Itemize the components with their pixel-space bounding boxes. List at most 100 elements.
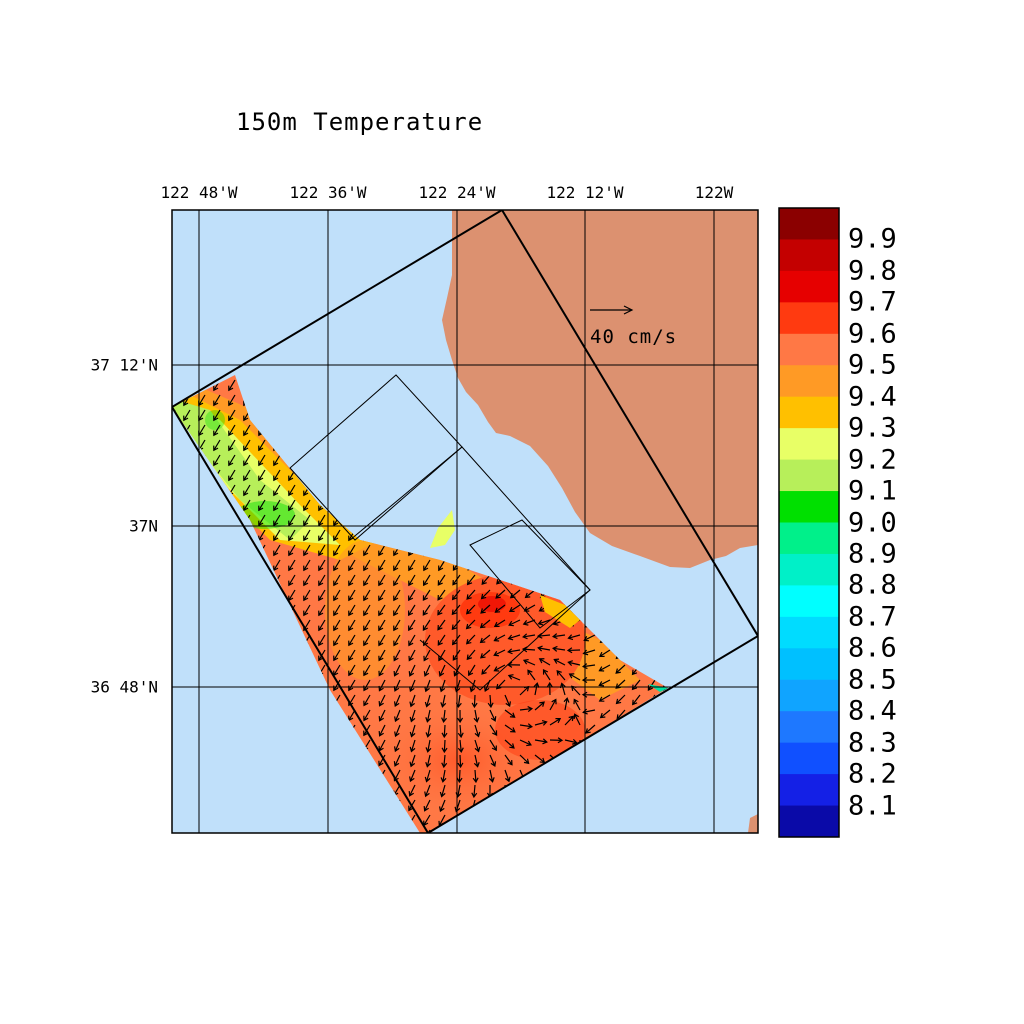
velocity-arrow xyxy=(524,589,536,599)
velocity-arrow xyxy=(409,694,416,708)
velocity-arrow xyxy=(534,701,545,711)
velocity-arrow xyxy=(559,682,566,696)
velocity-arrow xyxy=(213,454,221,467)
map-border xyxy=(171,209,759,834)
velocity-arrow xyxy=(348,544,356,557)
velocity-arrow xyxy=(303,544,311,557)
velocity-arrow xyxy=(243,454,251,467)
velocity-arrow xyxy=(333,604,341,617)
velocity-arrow xyxy=(480,649,491,659)
velocity-arrow xyxy=(615,694,626,705)
velocity-arrow xyxy=(363,559,371,572)
velocity-arrow xyxy=(480,604,491,614)
velocity-arrow xyxy=(440,769,447,783)
velocity-arrow xyxy=(273,559,281,572)
velocity-arrow xyxy=(288,559,296,572)
lat-tick-label: 37N xyxy=(129,516,158,536)
velocity-arrow xyxy=(408,784,416,797)
colorbar-label: 9.0 xyxy=(848,507,897,538)
velocity-arrow xyxy=(303,589,311,602)
colorbar-swatch xyxy=(779,522,839,555)
velocity-arrow xyxy=(441,709,448,724)
velocity-arrow xyxy=(451,604,461,616)
velocity-arrow xyxy=(522,619,536,626)
velocity-arrow xyxy=(348,559,356,572)
colorbar-swatch xyxy=(779,648,839,681)
velocity-arrow xyxy=(439,679,446,693)
map-frame xyxy=(172,210,758,833)
velocity-arrow xyxy=(495,589,506,599)
velocity-arrow xyxy=(378,559,386,572)
velocity-arrow xyxy=(473,709,480,723)
colorbar-swatch xyxy=(779,805,839,838)
velocity-arrow xyxy=(243,424,251,437)
colorbar-label: 9.9 xyxy=(848,223,897,255)
velocity-arrow xyxy=(363,664,371,677)
colorbar-swatch xyxy=(779,396,839,429)
velocity-arrow xyxy=(318,619,326,632)
velocity-arrow xyxy=(437,574,446,586)
colorbar-swatch xyxy=(779,208,839,240)
velocity-arrow xyxy=(489,754,497,768)
velocity-arrow xyxy=(457,754,464,769)
colorbar-swatch xyxy=(779,616,839,649)
velocity-arrow xyxy=(488,769,495,783)
velocity-arrow xyxy=(437,619,446,631)
colorbar-label: 9.1 xyxy=(848,475,897,507)
lon-tick-label: 122 48'W xyxy=(160,183,238,202)
velocity-arrow xyxy=(363,544,371,557)
colorbar xyxy=(778,207,840,838)
velocity-arrow xyxy=(273,529,281,542)
velocity-arrow xyxy=(466,589,476,600)
velocity-arrow xyxy=(534,719,548,726)
velocity-arrow xyxy=(422,604,431,616)
velocity-arrow xyxy=(333,619,341,632)
velocity-arrow xyxy=(303,574,311,587)
velocity-arrow xyxy=(288,514,296,527)
velocity-arrow xyxy=(348,664,356,677)
velocity-arrow xyxy=(378,694,386,707)
colorbar-label: 9.2 xyxy=(848,444,897,476)
velocity-arrow xyxy=(408,604,416,617)
velocity-arrow xyxy=(393,589,401,602)
velocity-arrow xyxy=(504,694,512,708)
velocity-arrow xyxy=(408,664,416,677)
velocity-arrow xyxy=(507,634,521,641)
velocity-arrow xyxy=(519,723,533,730)
velocity-arrow xyxy=(228,469,236,482)
colorbar-label: 8.6 xyxy=(848,632,897,664)
lat-tick-label: 36 48'N xyxy=(90,677,158,697)
colorbar-swatch xyxy=(779,428,839,461)
velocity-arrow xyxy=(288,484,296,497)
velocity-arrow xyxy=(348,574,356,587)
outer-domain-box xyxy=(172,210,758,833)
velocity-arrow xyxy=(318,514,326,527)
velocity-arrow xyxy=(363,694,371,707)
colorbar-label: 9.3 xyxy=(848,412,897,444)
velocity-arrow xyxy=(408,619,416,632)
velocity-arrow xyxy=(469,679,476,693)
velocity-arrow xyxy=(363,634,371,647)
velocity-arrow xyxy=(228,424,236,437)
velocity-arrow xyxy=(573,698,581,711)
velocity-arrow xyxy=(538,658,551,666)
velocity-arrow xyxy=(393,574,401,587)
velocity-arrow xyxy=(422,619,431,631)
velocity-arrow xyxy=(363,649,371,662)
velocity-arrow xyxy=(258,499,266,512)
velocity-arrow xyxy=(378,664,386,677)
velocity-arrow xyxy=(553,658,566,666)
velocity-arrow xyxy=(487,694,494,709)
reference-arrow xyxy=(590,305,634,315)
velocity-arrow xyxy=(441,754,448,769)
colorbar-label: 8.2 xyxy=(848,758,897,790)
velocity-arrow xyxy=(318,544,326,557)
colorbar-swatch xyxy=(779,742,839,775)
velocity-arrow xyxy=(489,709,497,722)
velocity-arrow xyxy=(504,739,515,749)
coastal-shelf xyxy=(648,684,668,692)
velocity-arrow xyxy=(424,679,431,693)
velocity-arrow xyxy=(393,619,401,632)
colorbar-label: 8.9 xyxy=(848,538,897,570)
velocity-arrow xyxy=(273,454,281,467)
